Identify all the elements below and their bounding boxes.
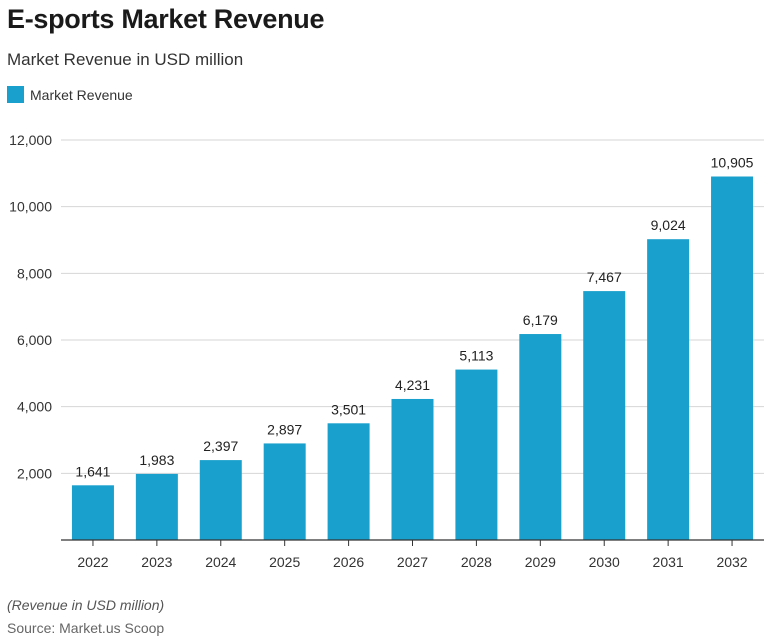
x-tick-label: 2023 [141,554,172,570]
y-tick-label: 10,000 [9,199,52,215]
y-tick-label: 8,000 [17,265,52,281]
bar-value-label: 4,231 [395,377,430,393]
x-tick-label: 2030 [589,554,620,570]
legend: Market Revenue [7,86,133,103]
bar-value-label: 2,397 [203,438,238,454]
x-tick-label: 2022 [77,554,108,570]
legend-swatch [7,86,24,103]
bar [263,443,306,540]
bar [519,334,562,540]
chart-note: (Revenue in USD million) [7,597,165,613]
x-tick-label: 2029 [525,554,556,570]
x-tick-label: 2026 [333,554,364,570]
x-tick-label: 2028 [461,554,492,570]
bar-value-label: 1,641 [75,463,110,479]
bar [455,369,498,540]
legend-label: Market Revenue [30,86,133,103]
y-tick-label: 6,000 [17,332,52,348]
bar [135,473,178,540]
chart-title: E-sports Market Revenue [7,4,325,34]
y-tick-label: 2,000 [17,465,52,481]
bar-value-label: 10,905 [711,155,754,171]
bar-value-label: 5,113 [459,348,493,364]
bar [199,460,242,540]
bar-value-label: 3,501 [331,401,366,417]
chart-source: Source: Market.us Scoop [7,620,165,636]
bar-value-label: 2,897 [267,421,302,437]
bar [327,423,370,540]
bar [71,485,114,540]
bar-value-label: 6,179 [523,312,558,328]
bar [647,239,690,540]
x-tick-label: 2027 [397,554,428,570]
x-tick-label: 2025 [269,554,300,570]
x-tick-label: 2024 [205,554,236,570]
bar-chart: 2,000 4,000 6,000 8,000 10,000 12,000 1,641 202… [9,132,764,570]
y-tick-label: 12,000 [9,132,52,148]
x-tick-label: 2031 [653,554,684,570]
bar [711,176,754,540]
bar-value-label: 9,024 [651,217,686,233]
bar-value-label: 1,983 [139,452,174,468]
bar-value-label: 7,467 [587,269,622,285]
chart-subtitle: Market Revenue in USD million [7,50,244,69]
bar [583,291,626,540]
x-tick-label: 2032 [716,554,747,570]
bar [391,398,434,540]
y-tick-label: 4,000 [17,399,52,415]
